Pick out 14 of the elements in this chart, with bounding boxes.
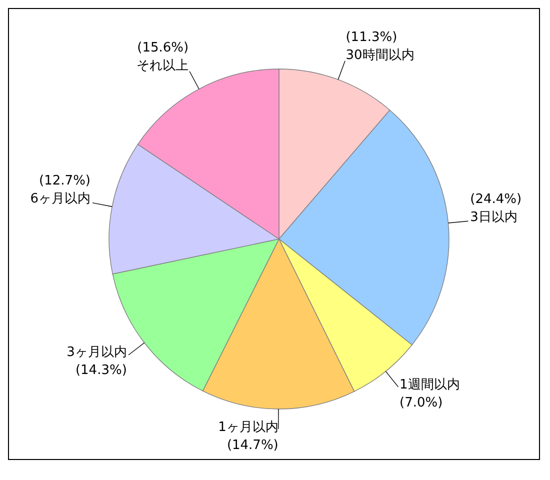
data-label: (14.7%) xyxy=(226,438,278,453)
data-label: (12.7%) xyxy=(39,173,91,188)
slice-label: 3ヶ月以内 xyxy=(66,345,127,360)
data-label: (24.4%) xyxy=(470,192,522,207)
slice-label: 1週間以内 xyxy=(400,377,460,392)
data-label: (7.0%) xyxy=(400,395,443,410)
data-label: (14.3%) xyxy=(75,363,127,378)
slice-label: それ以上 xyxy=(136,58,189,74)
slice-label: 3日以内 xyxy=(470,210,518,225)
data-label: (11.3%) xyxy=(346,30,398,45)
slice-label: 30時間以内 xyxy=(346,48,414,63)
slice-label: 6ヶ月以内 xyxy=(30,191,91,206)
slice-label: 1ヶ月以内 xyxy=(218,420,278,435)
data-label: (15.6%) xyxy=(137,40,189,56)
